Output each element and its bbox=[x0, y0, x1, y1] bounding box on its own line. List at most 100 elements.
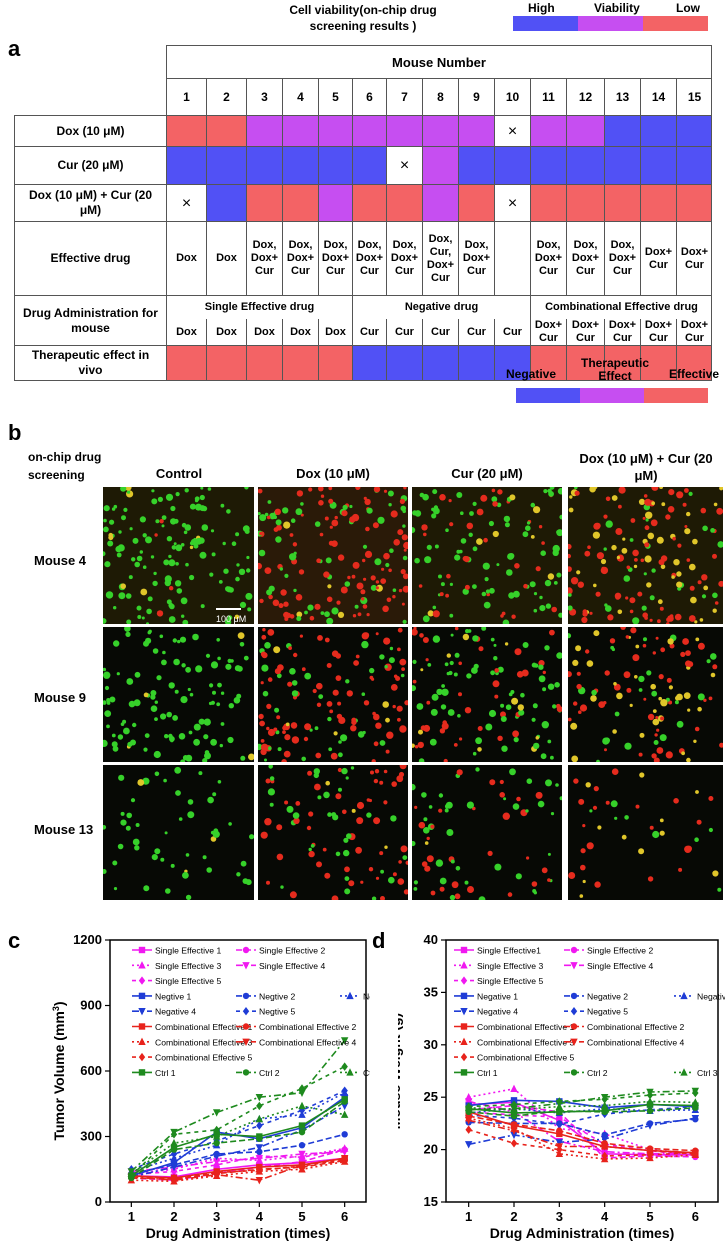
tumor-volume-chart: 0 300 600 900 1200 1 2 3 4 5 6 Drug Administration … bbox=[51, 932, 370, 1241]
legend-marker bbox=[138, 1069, 146, 1076]
x-tick-label: 4 bbox=[601, 1209, 609, 1224]
data-point bbox=[341, 1131, 348, 1138]
viability-cell bbox=[166, 345, 206, 380]
viability-cell bbox=[386, 115, 422, 146]
y-tick-label: 25 bbox=[424, 1089, 438, 1104]
data-point bbox=[600, 1101, 609, 1109]
legend-label: Combinational Effective 3 bbox=[155, 1037, 253, 1047]
data-point bbox=[510, 1105, 518, 1113]
viability-cell bbox=[458, 184, 494, 221]
microscopy-image bbox=[568, 765, 723, 900]
legend-label: Combinational Effective 4 bbox=[259, 1037, 357, 1047]
viability-cell bbox=[352, 345, 386, 380]
admin-drug-cell: Cur bbox=[458, 319, 494, 345]
legend-label: Single Effective 3 bbox=[155, 961, 221, 971]
viability-cell bbox=[458, 115, 494, 146]
data-point bbox=[170, 1130, 178, 1139]
plot-frame bbox=[445, 939, 719, 1203]
viability-cell bbox=[566, 345, 604, 380]
x-tick-label: 4 bbox=[256, 1209, 264, 1224]
data-point bbox=[556, 1120, 563, 1129]
panel-b-label: b bbox=[8, 420, 22, 445]
data-point bbox=[298, 1089, 306, 1098]
microscopy-image bbox=[412, 765, 562, 900]
viability-cell bbox=[422, 184, 458, 221]
microscopy-image bbox=[258, 627, 408, 762]
viability-cell bbox=[566, 115, 604, 146]
panel-a-label: a bbox=[8, 36, 21, 61]
missing-mark: × bbox=[494, 115, 530, 146]
viability-cell bbox=[166, 115, 206, 146]
legend-label: Ctrl 3 bbox=[363, 1068, 370, 1078]
x-tick-label: 1 bbox=[465, 1209, 472, 1224]
missing-mark: × bbox=[166, 184, 206, 221]
series-line bbox=[131, 1157, 345, 1178]
admin-drug-cell: Dox bbox=[282, 319, 318, 345]
row-label-ther: Therapeutic effect in vivo bbox=[14, 345, 166, 380]
data-point bbox=[646, 1150, 654, 1160]
data-point bbox=[340, 1110, 349, 1118]
legend-label: Negative 5 bbox=[587, 1007, 628, 1017]
viability-cell bbox=[422, 345, 458, 380]
viability-cell bbox=[282, 115, 318, 146]
admin-drug-cell: Dox+ Cur bbox=[676, 319, 712, 345]
microscopy-image bbox=[568, 487, 723, 624]
admin-drug-cell: Cur bbox=[386, 319, 422, 345]
data-point bbox=[170, 1146, 178, 1153]
legend-label: Single Effective 4 bbox=[259, 961, 325, 971]
legend-marker bbox=[138, 992, 146, 1000]
mouse-number-cell: 6 bbox=[352, 78, 386, 115]
x-tick-label: 1 bbox=[128, 1209, 135, 1224]
mouse-number-cell: 3 bbox=[246, 78, 282, 115]
viability-cell bbox=[352, 115, 386, 146]
effective-drug-cell: Dox bbox=[166, 221, 206, 295]
series-line bbox=[131, 1147, 345, 1175]
legend-marker bbox=[680, 1068, 688, 1076]
missing-mark: × bbox=[386, 146, 422, 184]
data-point bbox=[255, 1144, 264, 1152]
y-tick-label: 30 bbox=[424, 1037, 438, 1052]
legend-marker bbox=[570, 1038, 578, 1046]
legend-marker bbox=[570, 962, 578, 970]
effective-drug-cell: Dox+ Cur bbox=[676, 221, 712, 295]
legend-label: Negative 4 bbox=[155, 1007, 196, 1017]
mouse-number-cell: 13 bbox=[604, 78, 640, 115]
legend-label: Combinational Effective 4 bbox=[587, 1037, 685, 1047]
missing-mark: × bbox=[494, 184, 530, 221]
y-tick-label: 15 bbox=[424, 1194, 438, 1209]
viability-cell bbox=[604, 345, 640, 380]
mouse-weight-chart: 15 20 25 30 35 40 1 2 3 4 5 6 Drug Administration (t… bbox=[398, 932, 725, 1241]
data-point bbox=[212, 1132, 221, 1140]
legend-label: Negative 4 bbox=[477, 1007, 518, 1017]
legend-marker bbox=[460, 946, 468, 954]
data-point bbox=[510, 1100, 518, 1109]
legend-marker bbox=[138, 1052, 146, 1062]
viability-low-label: Low bbox=[676, 1, 700, 15]
data-point bbox=[213, 1168, 220, 1177]
legend-label: Single Effective 3 bbox=[477, 961, 543, 971]
data-point bbox=[256, 1166, 263, 1175]
y-tick-label: 35 bbox=[424, 984, 438, 999]
viability-cell bbox=[282, 184, 318, 221]
legend-marker bbox=[138, 976, 146, 985]
data-point bbox=[510, 1084, 518, 1093]
effect-negative-label: Negative bbox=[506, 367, 557, 381]
legend-marker bbox=[138, 1037, 146, 1045]
viability-cell bbox=[246, 115, 282, 146]
effective-drug-cell: Dox, Dox+ Cur bbox=[282, 221, 318, 295]
legend-marker bbox=[138, 1023, 146, 1030]
viability-cell bbox=[530, 345, 566, 380]
mouse-number-cell: 14 bbox=[640, 78, 676, 115]
data-point bbox=[255, 1114, 264, 1123]
viability-cell bbox=[246, 184, 282, 221]
table-border-right bbox=[711, 78, 712, 115]
mouse-number-cell: 1 bbox=[166, 78, 206, 115]
series-line bbox=[130, 1039, 346, 1172]
data-point bbox=[691, 1098, 700, 1106]
x-tick-label: 2 bbox=[170, 1209, 177, 1224]
effective-drug-cell bbox=[494, 221, 530, 295]
mouse-number-cell: 10 bbox=[494, 78, 530, 115]
data-point bbox=[170, 1173, 178, 1183]
viability-cell bbox=[318, 115, 352, 146]
viability-cell bbox=[640, 184, 676, 221]
